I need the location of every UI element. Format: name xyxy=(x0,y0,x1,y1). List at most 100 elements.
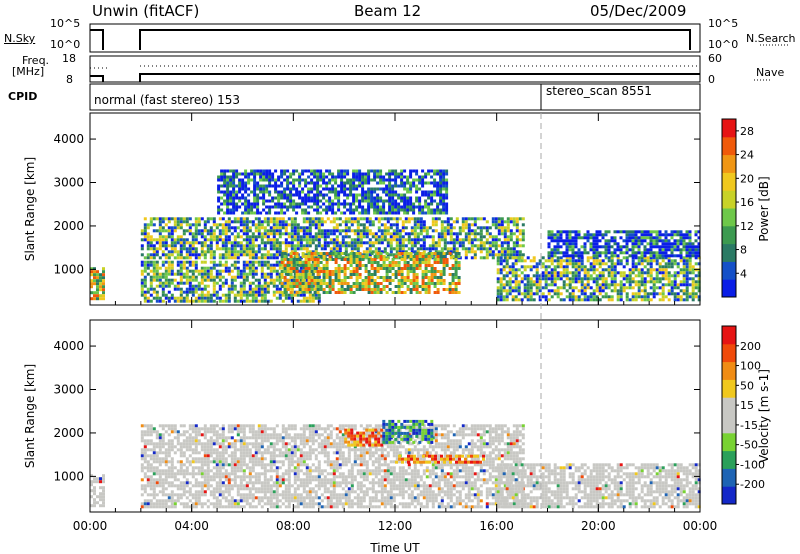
echo-cell xyxy=(149,244,153,248)
echo-cell xyxy=(251,275,255,279)
echo-cell xyxy=(583,283,587,287)
echo-cell xyxy=(415,184,419,188)
echo-cell xyxy=(658,236,662,240)
echo-cell xyxy=(352,208,356,212)
echo-cell xyxy=(515,217,519,221)
nsky-line-early xyxy=(90,29,104,50)
echo-cell xyxy=(391,291,395,294)
echo-cell xyxy=(200,241,204,245)
echo-cell xyxy=(215,290,219,294)
echo-cell xyxy=(637,242,641,246)
echo-cell xyxy=(239,223,243,227)
echo-cell xyxy=(358,175,362,179)
echo-cell xyxy=(263,217,267,221)
echo-cell xyxy=(397,202,401,206)
echo-cell xyxy=(418,181,422,185)
echo-cell xyxy=(467,241,471,245)
echo-cell xyxy=(595,274,599,278)
echo-cell xyxy=(607,271,611,275)
echo-cell xyxy=(295,205,299,209)
echo-cell xyxy=(688,262,692,266)
echo-cell xyxy=(143,487,147,491)
echo-cell xyxy=(229,175,233,179)
echo-cell xyxy=(529,259,533,263)
echo-cell xyxy=(503,226,507,230)
echo-cell xyxy=(257,247,261,251)
echo-cell xyxy=(164,272,168,276)
echo-cell xyxy=(589,298,593,302)
echo-cell xyxy=(340,202,344,206)
echo-cell xyxy=(577,295,581,299)
echo-cell xyxy=(515,241,519,245)
echo-cell xyxy=(227,287,231,291)
echo-cell xyxy=(550,280,554,284)
echo-cell xyxy=(149,502,153,506)
echo-cell xyxy=(568,245,572,249)
echo-cell xyxy=(191,223,195,227)
echo-cell xyxy=(102,501,105,505)
echo-cell xyxy=(415,282,419,285)
echo-cell xyxy=(227,229,231,233)
echo-cell xyxy=(377,226,381,230)
echo-cell xyxy=(583,265,587,269)
echo-cell xyxy=(418,208,422,212)
echo-cell xyxy=(607,230,611,234)
echo-cell xyxy=(302,296,306,300)
echo-cell xyxy=(140,260,144,264)
echo-cell xyxy=(433,199,437,203)
freq-line-main xyxy=(139,73,700,82)
echo-cell xyxy=(664,262,668,266)
echo-cell xyxy=(96,477,99,481)
echo-cell xyxy=(497,244,501,248)
echo-cell xyxy=(313,196,317,200)
echo-cell xyxy=(661,289,665,293)
echo-cell xyxy=(337,264,341,267)
echo-cell xyxy=(445,208,449,212)
echo-cell xyxy=(149,427,153,431)
echo-cell xyxy=(242,238,246,242)
echo-cell xyxy=(93,294,96,298)
echo-cell xyxy=(254,226,258,230)
echo-cell xyxy=(391,169,395,173)
echo-cell xyxy=(592,242,596,246)
echo-cell xyxy=(226,199,230,203)
echo-cell xyxy=(197,481,201,485)
echo-cell xyxy=(352,270,356,273)
echo-cell xyxy=(367,172,371,176)
echo-cell xyxy=(164,505,168,509)
echo-cell xyxy=(215,293,219,297)
echo-cell xyxy=(305,299,309,303)
echo-cell xyxy=(431,244,435,248)
echo-cell xyxy=(102,276,105,280)
echo-cell xyxy=(209,266,213,270)
echo-cell xyxy=(188,269,192,273)
echo-cell xyxy=(580,286,584,290)
echo-cell xyxy=(266,253,270,257)
echo-cell xyxy=(316,282,320,285)
echo-cell xyxy=(251,247,255,251)
echo-cell xyxy=(268,175,272,179)
echo-cell xyxy=(274,190,278,194)
echo-cell xyxy=(376,175,380,179)
echo-cell xyxy=(676,230,680,234)
echo-cell xyxy=(278,247,282,251)
echo-cell xyxy=(457,279,461,282)
echo-cell xyxy=(364,276,368,279)
echo-cell xyxy=(373,196,377,200)
echo-cell xyxy=(370,169,374,173)
echo-cell xyxy=(637,262,641,266)
echo-cell xyxy=(628,298,632,302)
echo-cell xyxy=(628,277,632,281)
echo-cell xyxy=(350,238,354,242)
echo-cell xyxy=(319,172,323,176)
echo-cell xyxy=(152,496,156,500)
echo-cell xyxy=(260,263,264,267)
echo-cell xyxy=(664,230,668,234)
echo-cell xyxy=(574,251,578,255)
echo-cell xyxy=(232,196,236,200)
echo-cell xyxy=(254,296,258,300)
echo-cell xyxy=(407,220,411,224)
echo-cell xyxy=(595,251,599,255)
echo-cell xyxy=(506,253,510,257)
echo-cell xyxy=(400,184,404,188)
